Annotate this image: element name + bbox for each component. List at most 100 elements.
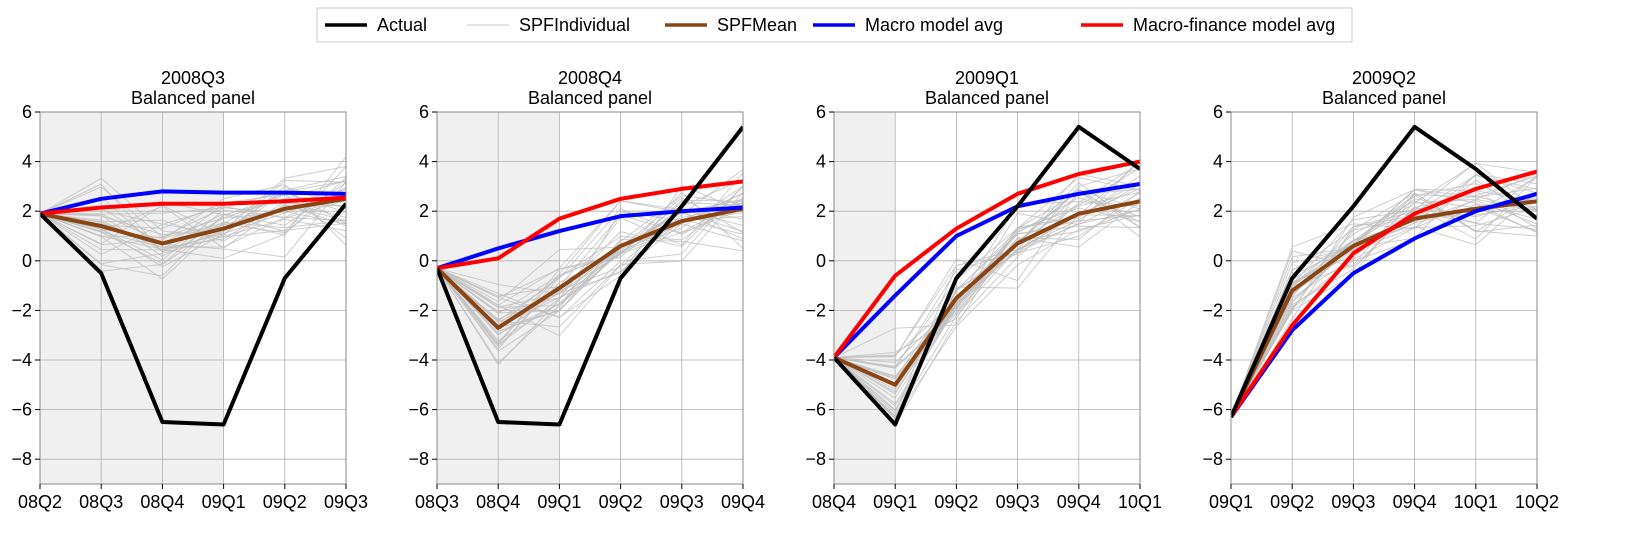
spf-individual-line	[40, 165, 346, 236]
legend: Actual SPFIndividual SPFMean Macro model av…	[316, 7, 1353, 43]
y-tick-label: 2	[816, 201, 826, 221]
legend-label: Macro-finance model avg	[1133, 15, 1335, 35]
spf-individual-line	[437, 185, 743, 295]
plot-frame	[436, 111, 744, 485]
x-tick-label: 09Q3	[660, 492, 704, 512]
x-tick-label: 08Q4	[812, 492, 856, 512]
x-tick-label: 08Q3	[415, 492, 459, 512]
y-tick-label: −6	[1202, 400, 1223, 420]
x-tick-label: 10Q1	[1454, 492, 1498, 512]
series-line-spfmean	[834, 199, 1140, 387]
y-tick-label: 0	[22, 251, 32, 271]
series-layer	[437, 125, 743, 427]
spf-individual-line	[437, 168, 743, 323]
y-tick-label: −6	[805, 400, 826, 420]
spf-individual-line	[40, 200, 346, 256]
spf-individual-line	[1231, 206, 1537, 418]
spf-individual-line	[1231, 173, 1537, 418]
x-tick-label: 09Q2	[934, 492, 978, 512]
spf-individual-line	[1231, 179, 1537, 418]
spf-individual-line	[1231, 192, 1537, 418]
x-tick-label: 09Q2	[1270, 492, 1314, 512]
x-tick-label: 09Q4	[1057, 492, 1101, 512]
spf-individual-line	[437, 194, 743, 366]
series-line-actual	[834, 124, 1140, 427]
y-tick-label: −2	[1202, 300, 1223, 320]
spf-individual-line	[834, 168, 1140, 414]
x-tick-label: 09Q1	[1209, 492, 1253, 512]
y-tick-label: 6	[419, 102, 429, 122]
legend-label: Macro model avg	[865, 15, 1003, 35]
x-tick-label: 09Q1	[202, 492, 246, 512]
series-line-macro-finance-model-avg	[1231, 169, 1537, 419]
spf-individual-line	[40, 180, 346, 245]
y-tick-label: −4	[805, 350, 826, 370]
spf-individual-line	[834, 214, 1140, 420]
y-tick-label: 4	[22, 152, 32, 172]
x-tick-label: 09Q2	[599, 492, 643, 512]
x-tick-label: 09Q2	[263, 492, 307, 512]
y-tick-label: −8	[408, 449, 429, 469]
y-tick-label: 0	[419, 251, 429, 271]
y-tick-label: −4	[11, 350, 32, 370]
y-tick-label: 6	[22, 102, 32, 122]
y-tick-label: −4	[1202, 350, 1223, 370]
spf-individual-line	[40, 190, 346, 238]
spf-individual-line	[40, 189, 346, 248]
series-line-spfmean	[437, 206, 743, 330]
series-line-actual	[1231, 124, 1537, 418]
y-tick-label: 4	[816, 152, 826, 172]
series-line-macro-finance-model-avg	[437, 179, 743, 271]
plot-frame	[1230, 111, 1538, 485]
spf-individual-line	[834, 190, 1140, 368]
spf-individual-line	[437, 204, 743, 303]
y-tick-label: 2	[1213, 201, 1223, 221]
series-line-macro-model-avg	[437, 205, 743, 271]
legend-label: SPFMean	[717, 15, 797, 35]
spf-individual-line	[834, 177, 1140, 368]
x-tick-label: 09Q1	[537, 492, 581, 512]
panel-subtitle: Balanced panel	[925, 88, 1049, 108]
series-line-actual	[40, 202, 346, 427]
y-tick-label: 0	[1213, 251, 1223, 271]
spf-individual-line	[1231, 200, 1537, 418]
spf-individual-line	[40, 213, 346, 280]
spf-individual-line	[40, 156, 346, 258]
spf-individual-line	[437, 172, 743, 346]
series-line-spfmean	[40, 196, 346, 246]
y-tick-label: 6	[816, 102, 826, 122]
legend-item: Macro model avg	[813, 15, 1003, 35]
y-tick-label: −2	[408, 300, 429, 320]
shaded-region	[40, 112, 224, 484]
x-tick-label: 10Q2	[1515, 492, 1559, 512]
x-tick-label: 08Q4	[140, 492, 184, 512]
y-tick-label: 0	[816, 251, 826, 271]
x-tick-label: 09Q1	[873, 492, 917, 512]
series-line-macro-model-avg	[1231, 191, 1537, 419]
y-tick-label: 2	[419, 201, 429, 221]
panel-title: 2009Q2	[1352, 68, 1416, 88]
y-tick-label: −6	[408, 400, 429, 420]
y-tick-label: −8	[1202, 449, 1223, 469]
panel-subtitle: Balanced panel	[528, 88, 652, 108]
spf-individual-line	[437, 197, 743, 308]
panel-title: 2008Q4	[558, 68, 622, 88]
x-tick-label: 08Q2	[18, 492, 62, 512]
x-tick-label: 08Q3	[79, 492, 123, 512]
y-tick-label: −2	[11, 300, 32, 320]
spf-individual-line	[834, 214, 1140, 359]
spf-individual-line	[40, 180, 346, 238]
y-tick-label: −8	[11, 449, 32, 469]
spf-individual-line	[40, 192, 346, 251]
series-line-macro-finance-model-avg	[40, 195, 346, 216]
series-line-actual	[437, 125, 743, 427]
panel-subtitle: Balanced panel	[1322, 88, 1446, 108]
x-tick-label: 10Q1	[1118, 492, 1162, 512]
x-tick-label: 09Q4	[721, 492, 765, 512]
